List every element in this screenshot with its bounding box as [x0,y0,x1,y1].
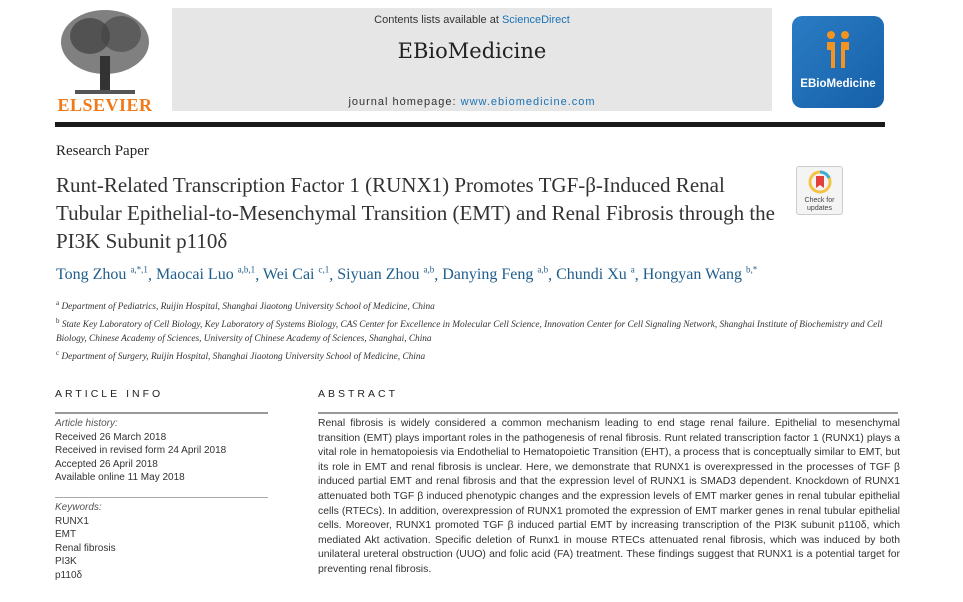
author[interactable]: Hongyan Wang b,* [642,265,758,284]
abstract-heading: ABSTRACT [318,388,399,400]
header-divider [55,122,885,127]
affiliation-label: b [56,317,60,326]
abstract-text: Renal fibrosis is widely considered a co… [318,418,900,575]
article-title: Runt-Related Transcription Factor 1 (RUN… [56,173,775,253]
check-updates-label: Check for updates [804,197,835,212]
article-info-rule [55,412,268,414]
elsevier-tree-icon [61,10,149,94]
affiliation: c Department of Surgery, Ruijin Hospital… [56,346,906,364]
keywords: Keywords: RUNX1 EMT Renal fibrosis PI3K … [55,501,116,582]
author-name[interactable]: Hongyan Wang [642,266,743,284]
journal-name: EBioMedicine [397,39,547,63]
article-type: Research Paper [56,143,149,159]
author[interactable]: Maocai Luo a,b,1 [155,265,256,284]
contents-text: Contents lists available at [374,14,502,26]
author[interactable]: Danying Feng a,b [442,265,549,284]
affiliation-label: c [56,349,60,358]
keyword: Renal fibrosis [55,542,116,554]
elsevier-wordmark: ELSEVIER [57,95,153,115]
author[interactable]: Tong Zhou a,*,1 [56,265,148,284]
homepage-line: journal homepage: www.ebiomedicine.com [172,96,772,108]
author-affiliation-marks[interactable]: a [630,265,635,275]
history-label: Article history: [55,418,118,429]
author[interactable]: Chundi Xu a [556,265,635,284]
keywords-label: Keywords: [55,502,102,513]
author-name[interactable]: Danying Feng [442,266,534,284]
keyword: p110δ [55,569,83,581]
homepage-label: journal homepage: [348,96,461,108]
affiliation: a Department of Pediatrics, Ruijin Hospi… [56,296,906,314]
keyword: EMT [55,529,77,540]
author-affiliation-marks[interactable]: a,b [423,265,435,275]
keywords-rule [55,497,268,498]
author-name[interactable]: Chundi Xu [556,266,627,284]
keyword: PI3K [55,556,77,567]
author[interactable]: Siyuan Zhou a,b [337,265,435,284]
author-affiliation-marks[interactable]: b,* [746,265,758,275]
abstract-rule [318,412,898,414]
ebiomedicine-logo[interactable]: EBioMedicine [792,16,884,108]
affiliations: a Department of Pediatrics, Ruijin Hospi… [56,296,906,364]
history-item: Received 26 March 2018 [55,431,167,443]
affiliation-label: a [56,299,60,307]
sciencedirect-link[interactable]: ScienceDirect [501,14,570,26]
author-name[interactable]: Wei Cai [262,266,315,284]
history-item: Available online 11 May 2018 [55,472,185,483]
elsevier-logo[interactable] [55,6,155,114]
author-affiliation-marks[interactable]: c,1 [318,265,330,275]
author-affiliation-marks[interactable]: a,b,1 [237,265,256,275]
ebiomedicine-logo-text: EBioMedicine [800,78,876,90]
author[interactable]: Wei Cai c,1 [262,265,330,284]
keyword: RUNX1 [55,515,89,527]
affiliation-text: State Key Laboratory of Cell Biology, Ke… [56,320,883,345]
author-name[interactable]: Maocai Luo [155,266,234,284]
affiliation-text: Department of Pediatrics, Ruijin Hospita… [61,302,435,313]
author-affiliation-marks[interactable]: a,*,1 [130,265,148,275]
affiliation: b State Key Laboratory of Cell Biology, … [56,314,906,346]
article-history: Article history: Received 26 March 2018 … [55,417,226,485]
history-item: Received in revised form 24 April 2018 [55,445,227,456]
contents-line: Contents lists available at ScienceDirec… [172,14,772,26]
affiliation-text: Department of Surgery, Ruijin Hospital, … [61,352,426,363]
check-updates-icon [808,170,831,194]
homepage-link[interactable]: www.ebiomedicine.com [460,96,596,108]
author-affiliation-marks[interactable]: a,b [537,265,549,275]
author-name[interactable]: Siyuan Zhou [337,266,420,284]
author-name[interactable]: Tong Zhou [56,266,127,284]
article-info-heading: ARTICLE INFO [55,388,164,400]
author-list: Tong Zhou a,*,1, Maocai Luo a,b,1, Wei C… [56,265,758,284]
journal-header: Contents lists available at ScienceDirec… [172,8,772,111]
check-for-updates-button[interactable]: Check for updates [796,166,843,215]
people-icon [827,31,849,68]
history-item: Accepted 26 April 2018 [55,458,158,470]
